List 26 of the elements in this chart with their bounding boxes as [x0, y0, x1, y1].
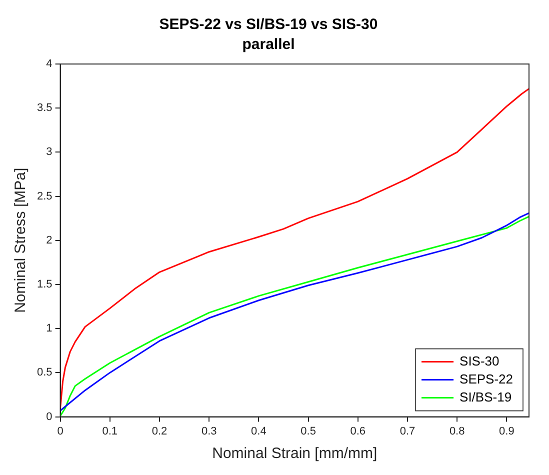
legend-label: SEPS-22 — [460, 371, 514, 386]
chart-subtitle: parallel — [242, 36, 295, 54]
y-tick-label: 0 — [46, 410, 52, 423]
y-tick-label: 3 — [46, 146, 52, 158]
y-tick-label: 3.5 — [36, 102, 52, 114]
y-tick-label: 1 — [46, 322, 52, 335]
x-tick-label: 0.2 — [152, 425, 168, 438]
legend-label: SIS-30 — [460, 353, 500, 368]
y-tick-label: 4 — [46, 58, 52, 70]
x-tick-label: 0.1 — [102, 425, 118, 438]
x-axis-title: Nominal Strain [mm/mm] — [212, 445, 378, 462]
y-tick-label: 1.5 — [36, 278, 52, 291]
y-tick-label: 0.5 — [36, 366, 52, 379]
x-tick-label: 0.7 — [400, 425, 416, 438]
y-tick-label: 2 — [46, 234, 52, 246]
y-tick-label: 2.5 — [36, 190, 52, 202]
x-tick-label: 0.4 — [251, 425, 266, 438]
legend-label: SI/BS-19 — [460, 389, 512, 404]
x-tick-label: 0.6 — [350, 425, 366, 438]
y-axis-title: Nominal Stress [MPa] — [12, 168, 30, 313]
chart-title: SEPS-22 vs SI/BS-19 vs SIS-30 — [159, 16, 378, 34]
x-tick-label: 0.8 — [449, 425, 465, 438]
x-tick-label: 0 — [57, 425, 64, 438]
x-tick-label: 0.3 — [201, 425, 217, 438]
x-tick-label: 0.5 — [300, 425, 316, 438]
x-tick-label: 0.9 — [499, 425, 514, 438]
